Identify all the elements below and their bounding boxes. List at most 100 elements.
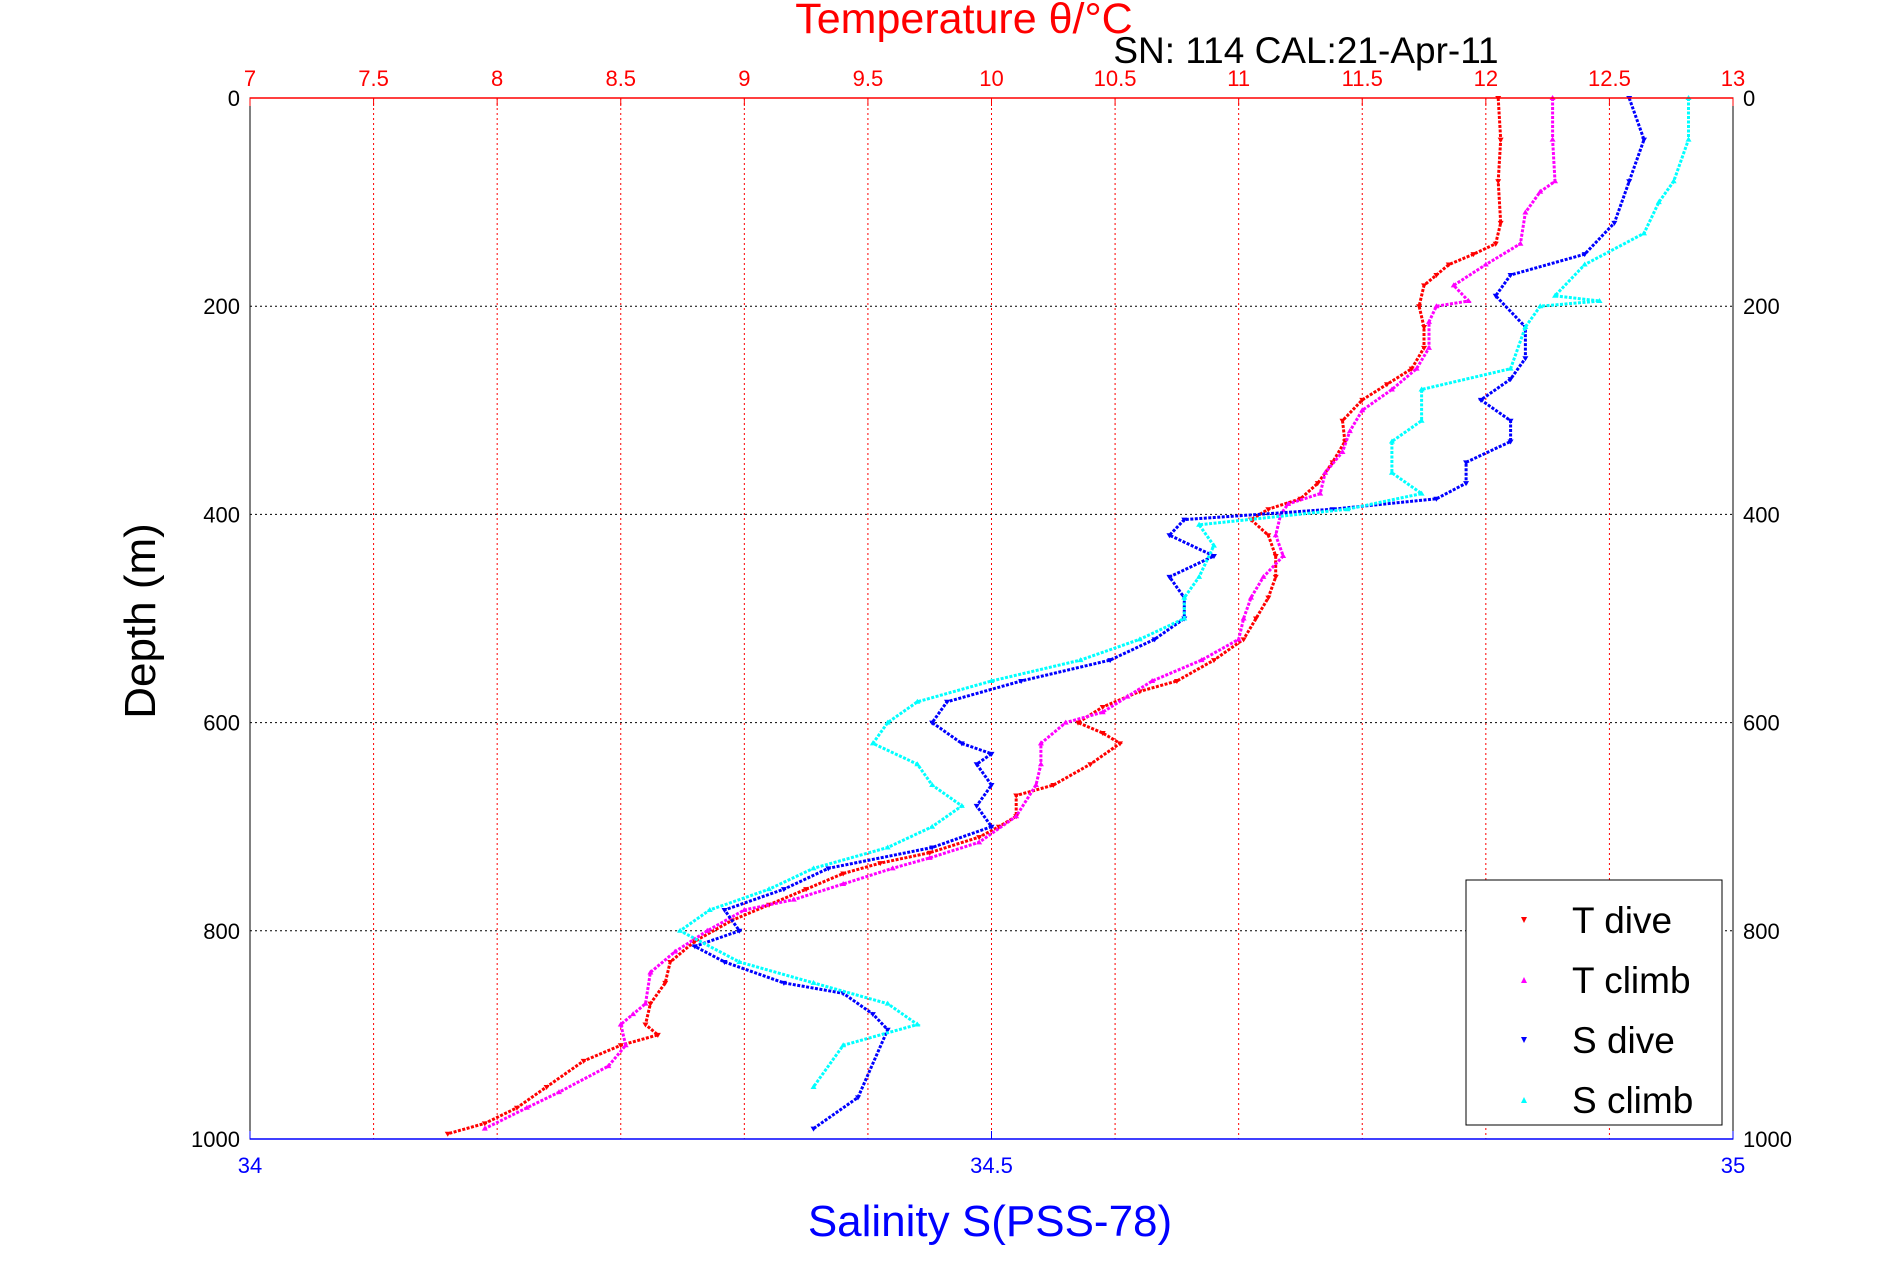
data-point-s-climb bbox=[1596, 297, 1603, 303]
data-point-s-climb bbox=[1196, 521, 1203, 527]
data-point-t-dive bbox=[1314, 481, 1321, 487]
series-trace-t-dive bbox=[447, 97, 1503, 1136]
data-point-t-dive bbox=[647, 1001, 654, 1007]
data-point-t-climb bbox=[1317, 490, 1324, 496]
legend-marker-t-climb bbox=[1521, 977, 1527, 983]
depth-tick-label-left: 400 bbox=[203, 502, 240, 527]
data-point-t-climb bbox=[642, 1000, 649, 1006]
data-point-t-climb bbox=[1248, 594, 1255, 600]
data-point-s-dive bbox=[1641, 137, 1648, 143]
data-point-t-dive bbox=[1117, 741, 1124, 747]
data-point-s-climb bbox=[914, 1021, 921, 1027]
data-point-s-climb bbox=[840, 1042, 847, 1048]
data-point-t-climb bbox=[1062, 719, 1069, 725]
data-point-s-climb bbox=[1418, 386, 1425, 392]
data-point-s-climb bbox=[884, 719, 891, 725]
data-point-t-climb bbox=[617, 1021, 624, 1027]
data-point-s-dive bbox=[721, 907, 728, 913]
temperature-tick-label: 11.5 bbox=[1342, 66, 1383, 91]
data-point-s-dive bbox=[691, 944, 698, 950]
data-point-t-climb bbox=[672, 948, 679, 954]
data-point-s-climb bbox=[1552, 292, 1559, 298]
depth-tick-label-left: 600 bbox=[203, 711, 240, 736]
data-point-t-dive bbox=[1099, 731, 1106, 737]
data-point-s-dive bbox=[944, 699, 951, 705]
data-point-t-dive bbox=[1099, 704, 1106, 710]
temperature-tick-label: 7.5 bbox=[358, 66, 389, 91]
data-point-s-dive bbox=[1018, 678, 1025, 684]
data-point-s-dive bbox=[988, 751, 995, 757]
data-point-t-climb bbox=[1235, 636, 1242, 642]
temperature-tick-label: 7 bbox=[244, 66, 256, 91]
data-point-t-dive bbox=[1497, 137, 1504, 143]
data-point-s-dive bbox=[1463, 460, 1470, 466]
data-point-s-climb bbox=[1641, 230, 1648, 236]
data-point-s-dive bbox=[810, 1126, 817, 1132]
salinity-tick-label: 34.5 bbox=[970, 1153, 1013, 1178]
data-point-t-climb bbox=[523, 1104, 530, 1110]
data-point-s-climb bbox=[914, 698, 921, 704]
data-point-s-climb bbox=[869, 740, 876, 746]
data-point-t-climb bbox=[1517, 240, 1524, 246]
data-point-t-dive bbox=[662, 980, 669, 986]
series-s-dive bbox=[691, 96, 1648, 1132]
legend-label: S climb bbox=[1572, 1080, 1693, 1121]
data-point-s-dive bbox=[1433, 496, 1440, 502]
data-point-t-climb bbox=[1537, 188, 1544, 194]
data-point-s-dive bbox=[884, 1027, 891, 1033]
data-point-s-climb bbox=[1670, 178, 1677, 184]
data-point-t-dive bbox=[654, 1032, 661, 1038]
temperature-tick-label: 12.5 bbox=[1588, 66, 1631, 91]
data-point-t-climb bbox=[1339, 448, 1346, 454]
data-point-s-climb bbox=[929, 823, 936, 829]
data-point-s-climb bbox=[884, 1000, 891, 1006]
data-point-t-climb bbox=[622, 1042, 629, 1048]
data-point-s-dive bbox=[1151, 637, 1158, 643]
data-point-t-climb bbox=[1272, 532, 1279, 538]
data-point-t-dive bbox=[1495, 179, 1502, 185]
temperature-tick-label: 8.5 bbox=[605, 66, 636, 91]
data-point-s-dive bbox=[1107, 658, 1114, 664]
legend-label: T dive bbox=[1572, 900, 1672, 941]
data-point-s-dive bbox=[1611, 220, 1618, 226]
salinity-tick-labels: 34 34.5 35 bbox=[238, 1131, 1745, 1178]
data-point-s-climb bbox=[810, 979, 817, 985]
legend-marker-s-climb bbox=[1521, 1097, 1527, 1103]
data-point-t-climb bbox=[1450, 282, 1457, 288]
data-point-s-climb bbox=[810, 1083, 817, 1089]
data-point-t-climb bbox=[1522, 209, 1529, 215]
data-point-t-climb bbox=[1549, 136, 1556, 142]
data-point-t-dive bbox=[1210, 658, 1217, 664]
temperature-tick-labels: 7 7.5 8 8.5 9 9.5 10 10.5 11 11.5 12 12.5 13 bbox=[244, 66, 1745, 106]
data-point-s-dive bbox=[1166, 533, 1173, 539]
data-point-t-dive bbox=[1272, 554, 1279, 560]
data-point-s-climb bbox=[1418, 417, 1425, 423]
data-point-s-climb bbox=[884, 844, 891, 850]
data-point-s-climb bbox=[1581, 261, 1588, 267]
data-point-t-dive bbox=[1497, 220, 1504, 226]
data-point-t-dive bbox=[1421, 345, 1428, 351]
data-point-t-climb bbox=[1425, 318, 1432, 324]
series-s-climb bbox=[677, 95, 1692, 1089]
temperature-tick-label: 11 bbox=[1227, 66, 1250, 91]
data-point-s-dive bbox=[1581, 252, 1588, 258]
data-point-t-dive bbox=[513, 1105, 520, 1111]
legend-box bbox=[1465, 879, 1723, 1126]
data-point-t-dive bbox=[1265, 507, 1272, 513]
data-point-t-climb bbox=[1240, 615, 1247, 621]
data-point-t-climb bbox=[1425, 344, 1432, 350]
data-point-t-climb bbox=[741, 906, 748, 912]
series-trace-s-dive bbox=[691, 97, 1646, 1130]
data-point-t-dive bbox=[1383, 382, 1390, 388]
data-point-s-climb bbox=[958, 802, 965, 808]
data-point-t-dive bbox=[877, 861, 884, 867]
data-point-s-dive bbox=[1166, 574, 1173, 580]
salinity-tick-label: 35 bbox=[1721, 1153, 1745, 1178]
depth-tick-label-right: 0 bbox=[1743, 86, 1755, 111]
data-point-s-dive bbox=[1626, 179, 1633, 185]
data-point-t-climb bbox=[1346, 428, 1353, 434]
depth-tick-labels-left: 0 200 400 600 800 1000 bbox=[191, 86, 240, 1152]
data-point-t-dive bbox=[1421, 283, 1428, 289]
data-point-t-climb bbox=[1124, 693, 1131, 699]
